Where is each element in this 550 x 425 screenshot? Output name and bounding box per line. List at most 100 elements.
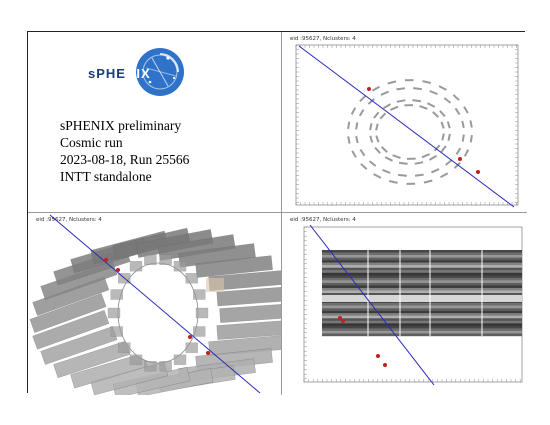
- zphi-strip: [322, 282, 522, 286]
- xy-ladder-segment: [469, 134, 473, 143]
- xy-ladder-segment: [432, 111, 440, 118]
- xy-ladder-segment: [347, 121, 351, 130]
- 3d-inner-ladder: [107, 307, 121, 319]
- xy-ladder-segment: [358, 109, 365, 117]
- xy-ladder-segment: [392, 154, 401, 159]
- 3d-inner-ladder: [195, 307, 209, 319]
- zphi-view-graphic: [303, 224, 523, 386]
- zphi-cluster: [376, 354, 380, 358]
- xy-ladder-segment: [441, 133, 445, 141]
- 3d-view-plot: eid :95627, Nclusters: 4: [28, 212, 281, 395]
- sphenix-logo-graphic: [136, 48, 184, 96]
- zphi-cluster: [338, 316, 342, 320]
- 3d-inner-ladder: [144, 254, 157, 265]
- logo-text: sPHENIX: [88, 66, 151, 81]
- xy-ladder-segment: [369, 123, 373, 131]
- 3d-inner-ladder: [144, 361, 157, 372]
- zphi-axis-ticks: [303, 226, 521, 382]
- xy-ladder-segment: [350, 107, 357, 115]
- zphi-strip: [322, 308, 522, 311]
- xy-ladder-segment: [355, 135, 359, 144]
- zphi-strip: [322, 265, 522, 268]
- xy-ladder-segment: [355, 122, 359, 130]
- zphi-strip: [322, 280, 522, 284]
- xy-ladder-segment: [469, 120, 473, 128]
- 3d-inner-ladder: [129, 261, 143, 272]
- 3d-inner-ladder: [110, 289, 123, 300]
- xy-ladder-segment: [360, 163, 368, 170]
- zphi-strip: [322, 318, 522, 322]
- xy-ladder-segment: [390, 105, 399, 111]
- xy-ladder-segment: [440, 172, 449, 179]
- 3d-ladder: [32, 310, 110, 350]
- zphi-strip: [322, 320, 522, 324]
- 3d-outer-cylinder: [29, 227, 281, 395]
- zphi-strip: [322, 303, 522, 306]
- xy-ladder-segment: [446, 121, 451, 129]
- xy-ladder-segment: [440, 121, 445, 129]
- zphi-gap-band: [322, 295, 522, 302]
- xy-ladder-segment: [461, 120, 465, 129]
- info-date-run: 2023-08-18, Run 25566: [60, 152, 190, 167]
- xy-ladder-segment: [421, 153, 430, 159]
- xy-ladder-segment: [383, 103, 391, 109]
- 3d-inner-ladder: [129, 354, 143, 365]
- zphi-strip-bands: [322, 250, 522, 337]
- zphi-strip: [322, 252, 522, 256]
- xy-ladder-segment: [382, 168, 391, 174]
- xy-plot-title: eid :95627, Nclusters: 4: [290, 36, 356, 42]
- zphi-strip: [322, 293, 522, 296]
- xy-ladder-segment: [419, 105, 428, 110]
- 3d-cluster: [206, 351, 210, 355]
- zphi-strip: [322, 277, 522, 281]
- xy-ladder-segment: [412, 99, 422, 103]
- zphi-strip: [322, 310, 522, 314]
- xy-ladder-segment: [351, 150, 357, 158]
- xy-ladder-segment: [439, 110, 446, 118]
- xy-ladder-segment: [347, 136, 351, 144]
- xy-ladder-segment: [443, 97, 452, 104]
- xy-ladder-segment: [369, 135, 374, 143]
- xy-ladder-segment: [413, 87, 422, 91]
- zphi-strip: [322, 333, 522, 337]
- xy-ladder-segment: [371, 85, 380, 92]
- xy-ladder-segment: [433, 144, 441, 152]
- xy-ladder-segment: [463, 106, 469, 114]
- xy-ladder-segment: [380, 146, 388, 153]
- zphi-strip: [322, 290, 522, 294]
- xy-ladder-segment: [438, 85, 447, 91]
- xy-cluster: [476, 170, 480, 174]
- zphi-strip: [322, 260, 522, 263]
- 3d-highlight-ladder: [206, 278, 224, 292]
- xy-ladder-segment: [427, 102, 436, 108]
- zphi-strip: [322, 250, 522, 253]
- xy-track-line: [298, 45, 515, 208]
- zphi-strip: [322, 255, 522, 258]
- xy-ladder-segment: [423, 179, 433, 184]
- zphi-cluster: [383, 363, 387, 367]
- zphi-strip: [322, 323, 522, 327]
- xy-ladder-segment: [463, 149, 470, 157]
- run-info-text: sPHENIX preliminary Cosmic run 2023-08-1…: [60, 117, 189, 185]
- xy-ladder-segment: [374, 146, 381, 154]
- xy-ladder-segment: [440, 145, 447, 153]
- 3d-cluster: [104, 258, 108, 262]
- sphenix-logo: sPHENIX: [88, 44, 198, 100]
- xy-ladder-segment: [398, 161, 408, 165]
- xy-ladder-segment: [359, 95, 367, 103]
- 3d-ladder: [219, 303, 281, 323]
- xy-ladder-segment: [422, 80, 432, 84]
- xy-ladder-segment: [396, 99, 406, 103]
- 3d-inner-ladder: [159, 361, 172, 372]
- logo-text-right: NIX: [125, 66, 151, 81]
- zphi-strip: [322, 325, 522, 329]
- xy-axis-ticks: [295, 44, 518, 205]
- 3d-inner-ladder: [159, 254, 172, 265]
- zphi-strip: [322, 257, 522, 261]
- xy-ladder-segment: [431, 168, 440, 174]
- xy-ladder-segment: [359, 148, 366, 157]
- zphi-strip: [322, 315, 522, 319]
- figure-frame: sPHENIX sPHENIX preliminary Cosmic run 2…: [27, 31, 527, 395]
- xy-ladder-segment: [447, 133, 451, 141]
- zphi-strip: [322, 262, 522, 266]
